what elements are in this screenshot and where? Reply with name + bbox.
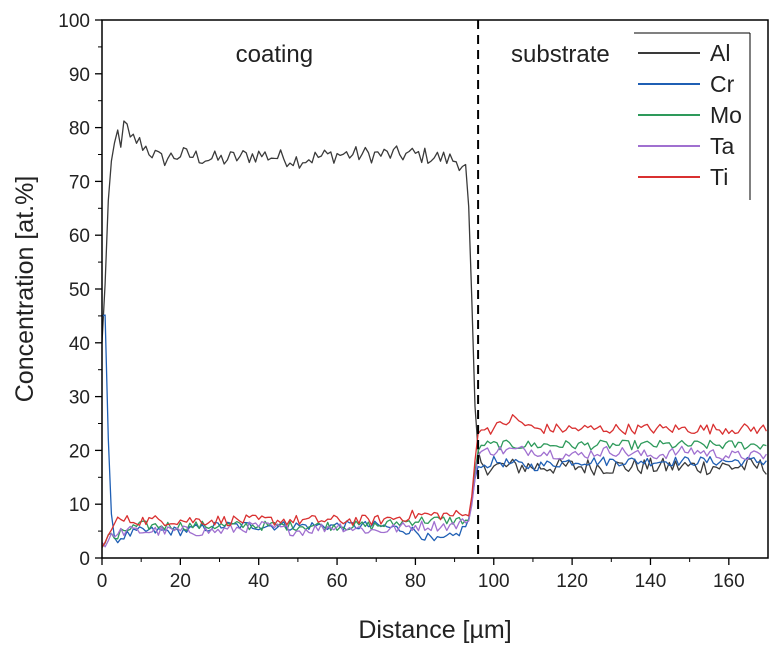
series-line-cr	[101, 314, 767, 544]
legend-label-al: Al	[710, 40, 730, 66]
x-tick-label: 140	[635, 571, 667, 592]
y-tick-label: 30	[69, 388, 90, 409]
y-tick-label: 60	[69, 226, 90, 247]
legend-box	[634, 33, 750, 200]
x-tick-label: 160	[713, 571, 745, 592]
legend-label-cr: Cr	[710, 71, 735, 97]
legend: Al Cr Mo Ta Ti	[634, 32, 751, 200]
x-tick-label: 40	[248, 571, 269, 592]
y-tick-label: 90	[69, 65, 90, 86]
x-tick-label: 120	[556, 571, 588, 592]
x-tick-label: 0	[97, 571, 108, 592]
series-line-ti	[101, 414, 767, 548]
y-tick-label: 20	[69, 441, 90, 462]
y-axis-title: Concentration [at.%]	[11, 176, 39, 403]
legend-label-ta: Ta	[710, 133, 735, 159]
region-label-coating: coating	[236, 41, 313, 68]
series-line-al	[101, 120, 767, 476]
legend-label-ti: Ti	[710, 164, 728, 190]
legend-label-mo: Mo	[710, 102, 742, 128]
axes: 0 20 40 60 80 100 120 140 160 0 10 20 30 40 50 60 70 80 90…	[58, 11, 744, 592]
x-tick-label: 20	[170, 571, 191, 592]
y-tick-label: 70	[69, 172, 90, 193]
series-line-ta	[101, 445, 767, 548]
x-axis-title: Distance [µm]	[358, 616, 511, 644]
y-tick-label: 10	[69, 495, 90, 516]
x-tick-label: 100	[478, 571, 510, 592]
y-tick-label: 100	[58, 11, 90, 32]
series-line-mo	[101, 439, 767, 548]
series-layer	[101, 120, 767, 548]
y-tick-label: 0	[79, 549, 90, 570]
y-tick-label: 50	[69, 280, 90, 301]
x-tick-label: 60	[326, 571, 347, 592]
region-label-substrate: substrate	[511, 41, 610, 68]
y-tick-label: 40	[69, 334, 90, 355]
x-tick-label: 80	[405, 571, 426, 592]
y-tick-label: 80	[69, 119, 90, 140]
